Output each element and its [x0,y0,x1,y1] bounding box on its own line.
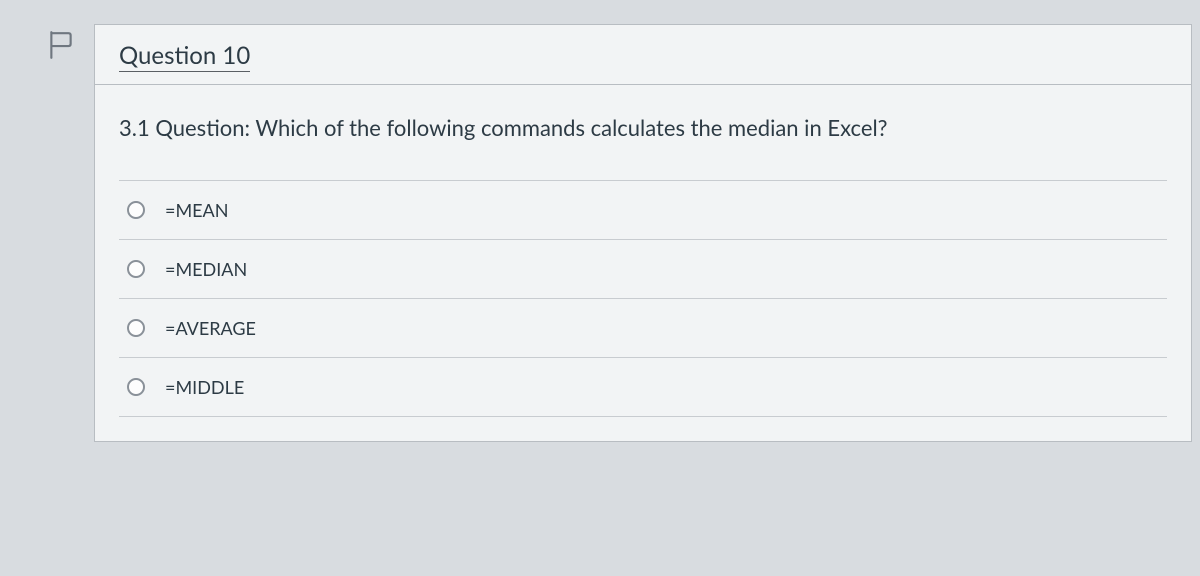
option-label: =MIDDLE [165,376,244,398]
option-label: =AVERAGE [165,317,256,339]
flag-icon[interactable] [48,30,74,60]
option-row[interactable]: =AVERAGE [119,299,1167,358]
option-label: =MEAN [165,199,228,221]
options-list: =MEAN =MEDIAN =AVERAGE =MIDDLE [119,180,1167,417]
option-row[interactable]: =MEDIAN [119,240,1167,299]
radio-icon[interactable] [127,260,145,278]
radio-icon[interactable] [127,201,145,219]
radio-icon[interactable] [127,319,145,337]
radio-icon[interactable] [127,378,145,396]
question-header: Question 10 [95,25,1191,85]
option-label: =MEDIAN [165,258,247,280]
question-number-label: Question 10 [119,41,250,72]
option-row[interactable]: =MEAN [119,181,1167,240]
question-prompt: 3.1 Question: Which of the following com… [119,113,1167,144]
option-row[interactable]: =MIDDLE [119,358,1167,417]
quiz-question-container: Question 10 3.1 Question: Which of the f… [0,0,1200,442]
question-body: 3.1 Question: Which of the following com… [95,85,1191,180]
question-card: Question 10 3.1 Question: Which of the f… [94,24,1192,442]
